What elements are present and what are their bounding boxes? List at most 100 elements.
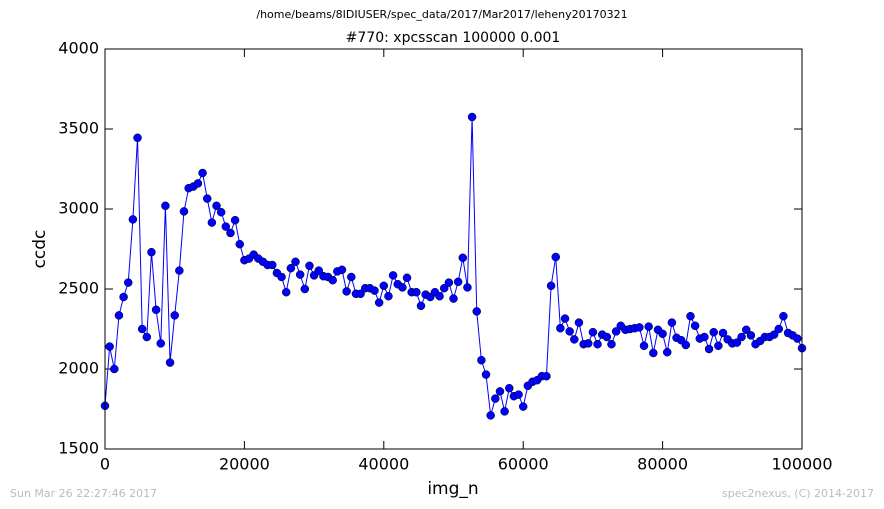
data-point [704,344,714,354]
x-tick-label: 0 [100,455,110,474]
y-tick-label: 2000 [58,359,99,378]
data-point [560,314,570,323]
data-point [300,284,310,294]
chart-title: #770: xpcsscan 100000 0.001 [346,30,561,46]
data-point [165,358,175,367]
data-point [481,370,491,379]
data-point [133,133,142,143]
data-point [388,271,398,280]
y-axis-label: ccdc [30,230,50,269]
data-point [128,215,138,224]
data-point [435,291,444,301]
data-point [593,339,602,349]
data-point [291,257,300,267]
data-point [556,323,565,333]
data-point [453,277,463,287]
y-tick-label: 1500 [58,439,99,458]
data-point [268,260,277,270]
x-axis-label: img_n [427,479,478,499]
data-point [286,263,296,273]
data-point [337,265,347,275]
data-point [221,222,231,231]
data-point [467,112,477,122]
data-point [505,383,514,393]
data-point [123,278,133,287]
data-point [611,327,621,336]
data-point [379,281,389,291]
data-point [398,283,407,292]
data-point [574,318,584,327]
data-point [370,286,379,295]
x-tick-label: 40000 [358,455,409,474]
data-point [281,287,291,297]
data-point [110,364,119,374]
data-point [542,371,551,381]
data-point [444,278,454,287]
data-point [216,207,226,217]
data-point [570,335,579,344]
data-point [514,390,523,399]
data-point [374,298,384,307]
data-point [202,194,212,203]
data-point [458,253,468,263]
data-point [416,301,426,311]
data-point [741,325,751,335]
data-point [212,201,221,211]
footer-right: spec2nexus, (C) 2014-2017 [722,487,874,500]
data-point [649,348,658,358]
x-tick-label: 60000 [498,455,549,474]
data-point [793,334,802,343]
data-point [779,311,788,321]
data-point [495,387,505,396]
data-point [235,239,245,249]
data-point [746,331,756,340]
x-tick-label: 80000 [637,455,688,474]
series-line [104,116,803,416]
data-point [207,218,217,227]
data-point [114,311,124,320]
suptitle: /home/beams/8IDIUSER/spec_data/2017/Mar2… [256,8,627,21]
data-point [295,270,305,279]
y-tick-label: 3500 [58,119,99,138]
data-point [737,332,746,342]
data-point [356,289,365,299]
data-point [463,283,472,292]
data-point [714,341,723,351]
data-point [635,323,644,332]
y-tick-label: 3000 [58,199,99,218]
data-point [588,327,598,337]
data-point [305,261,314,271]
data-point [607,339,616,349]
footer-left: Sun Mar 26 22:27:46 2017 [10,487,157,500]
data-point [402,273,412,283]
data-point [686,311,695,321]
data-point [151,305,161,315]
data-point [226,228,235,238]
data-point [147,247,156,257]
data-point [161,201,170,211]
data-point [193,179,203,188]
data-point [518,402,528,411]
plot-frame [104,48,803,450]
data-point [718,328,728,338]
data-point [639,341,649,351]
data-point [119,292,128,302]
x-tick-label: 20000 [219,455,270,474]
data-point [384,291,393,301]
data-point [477,355,486,365]
data-point [769,330,779,339]
data-point [491,394,500,403]
data-point [137,324,147,334]
data-point [472,307,481,316]
data-point [690,321,700,331]
data-point [230,215,240,225]
data-point [774,324,784,334]
data-point [565,327,574,336]
data-point [142,332,152,342]
data-point [439,283,449,293]
data-point [277,272,286,282]
data-point [732,338,742,347]
data-point [700,332,709,342]
data-point [156,339,166,348]
